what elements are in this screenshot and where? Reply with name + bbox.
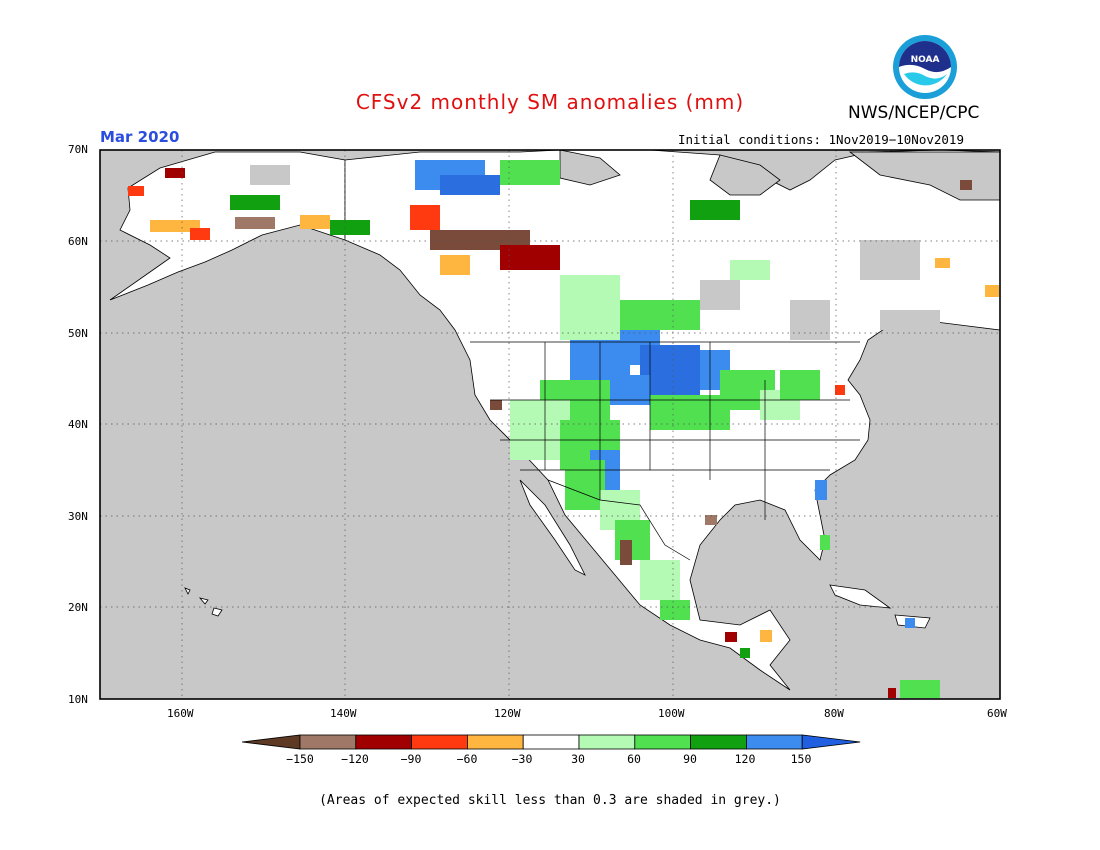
arctic-islands bbox=[559, 149, 781, 196]
lat-label: 30N bbox=[68, 510, 88, 523]
colorbar-arrow-left bbox=[241, 734, 301, 750]
colorbar-label: −120 bbox=[341, 752, 369, 766]
chart-title: CFSv2 monthly SM anomalies (mm) bbox=[355, 90, 745, 114]
initial-conditions: Initial conditions: 1Nov2019−10Nov2019 bbox=[678, 132, 964, 147]
colorbar-swatch bbox=[690, 734, 747, 750]
colorbar-swatch bbox=[466, 734, 524, 750]
colorbar-swatch bbox=[299, 734, 357, 750]
lat-label: 10N bbox=[68, 693, 88, 706]
lat-label: 20N bbox=[68, 601, 88, 614]
lat-label: 40N bbox=[68, 418, 88, 431]
colorbar-swatch bbox=[578, 734, 636, 750]
map-frame bbox=[99, 149, 1001, 700]
colorbar-swatch bbox=[634, 734, 691, 750]
colorbar-swatch bbox=[522, 734, 580, 750]
lat-label: 50N bbox=[68, 327, 88, 340]
lon-label: 160W bbox=[167, 707, 194, 720]
graticule bbox=[100, 150, 1000, 699]
colorbar-label: 120 bbox=[734, 752, 756, 766]
footnote: (Areas of expected skill less than 0.3 a… bbox=[319, 793, 781, 808]
anomaly-patches bbox=[128, 160, 999, 698]
colorbar-label: −60 bbox=[456, 752, 478, 766]
agency-label: NWS/NCEP/CPC bbox=[848, 103, 980, 123]
lat-label: 60N bbox=[68, 235, 88, 248]
colorbar-label: 90 bbox=[683, 752, 697, 766]
colorbar-swatch bbox=[746, 734, 803, 750]
colorbar-label: 60 bbox=[627, 752, 641, 766]
lon-label: 60W bbox=[987, 707, 1007, 720]
colorbar-label: −30 bbox=[511, 752, 533, 766]
political-borders bbox=[470, 341, 860, 561]
colorbar-swatch bbox=[411, 734, 468, 750]
colorbar-label: 150 bbox=[790, 752, 812, 766]
colorbar-label: −150 bbox=[286, 752, 314, 766]
colorbar-label: −90 bbox=[400, 752, 422, 766]
noaa-logo-text: NOAA bbox=[911, 55, 940, 65]
colorbar-swatch bbox=[355, 734, 412, 750]
colorbar-arrow-right bbox=[801, 734, 861, 750]
noaa-logo: NOAA bbox=[893, 35, 957, 99]
colorbar bbox=[241, 734, 861, 750]
lon-label: 100W bbox=[658, 707, 685, 720]
lon-label: 120W bbox=[494, 707, 521, 720]
colorbar-label: 30 bbox=[571, 752, 585, 766]
lon-label: 140W bbox=[330, 707, 357, 720]
forecast-period: Mar 2020 bbox=[100, 128, 180, 146]
lat-label: 70N bbox=[68, 143, 88, 156]
lon-label: 80W bbox=[824, 707, 844, 720]
